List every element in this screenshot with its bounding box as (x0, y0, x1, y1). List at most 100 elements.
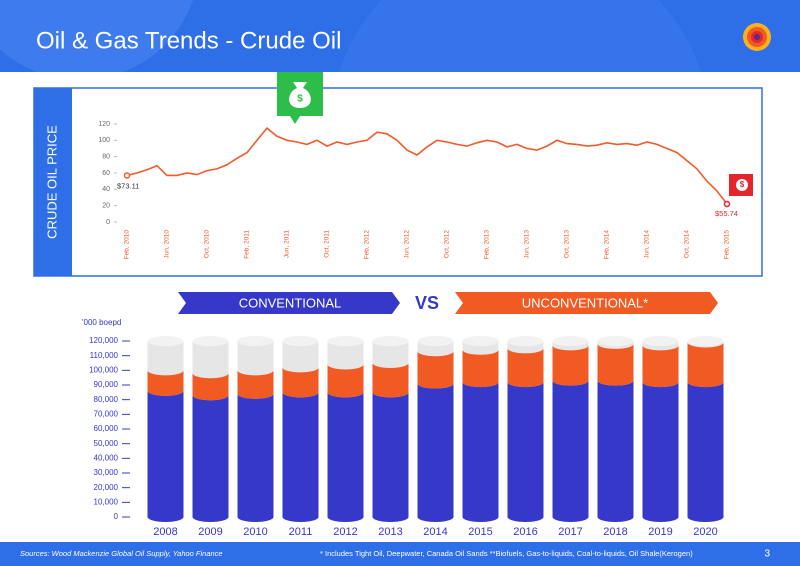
footnote: * Includes Tight Oil, Deepwater, Canada … (320, 549, 693, 558)
money-bag (289, 82, 311, 108)
x-tick-label: Jun, 2014 (644, 230, 651, 259)
y-tick-label: 90,000 (94, 380, 119, 389)
x-tick-label: Feb, 2015 (724, 230, 731, 260)
x-tick-label: 2011 (289, 526, 313, 538)
x-tick-label: 2013 (378, 526, 402, 538)
y-tick-label: 40,000 (94, 453, 119, 462)
x-tick-label: 2012 (333, 526, 357, 538)
logo-ring (754, 34, 760, 40)
footer-band (0, 542, 800, 566)
sources: Sources: Wood Mackenzie Global Oil Suppl… (20, 549, 223, 558)
y-tick-label: 70,000 (94, 409, 119, 418)
x-tick-label: 2020 (693, 526, 717, 538)
bar-segment (462, 349, 499, 388)
x-tick-label: 2017 (558, 526, 582, 538)
icon-symbol: $ (740, 180, 745, 189)
x-tick-label: 2010 (243, 526, 267, 538)
bar-segment (147, 370, 184, 396)
page-title: Oil & Gas Trends - Crude Oil (36, 27, 341, 54)
bar-segment (687, 342, 724, 388)
cylinder-cap (552, 336, 589, 346)
x-tick-label: Feb, 2011 (244, 230, 251, 259)
cylinder-cap (597, 336, 634, 346)
annotation: $55.74 (715, 209, 738, 218)
y-tick-label: 80 (102, 154, 110, 161)
y-tick-label: 0 (114, 512, 119, 521)
x-tick-label: 2018 (603, 526, 627, 538)
bar-segment (462, 382, 499, 522)
legend-banner (455, 292, 718, 314)
cylinder-cap (462, 336, 499, 346)
x-tick-label: 2015 (468, 526, 492, 538)
y-axis-title: '000 boepd (82, 318, 121, 327)
y-tick-label: 30,000 (94, 468, 119, 477)
cylinder-cap (147, 336, 184, 346)
y-tick-label: 100,000 (89, 365, 118, 374)
x-tick-label: 2016 (513, 526, 537, 538)
bar-segment (192, 395, 229, 522)
cylinder-cap (237, 336, 274, 346)
cylinder-cap (507, 336, 544, 346)
low-icon: $ (729, 174, 753, 196)
bar-segment (372, 392, 409, 522)
y-tick-label: 60,000 (94, 424, 119, 433)
bar-segment (237, 370, 274, 399)
y-label-band (34, 88, 72, 276)
bar-segment (147, 390, 184, 522)
y-tick-label: 20 (102, 203, 110, 210)
bar-segment (237, 393, 274, 522)
y-tick-label: 10,000 (94, 497, 119, 506)
cylinder-cap (417, 336, 454, 346)
bar-segment (597, 380, 634, 522)
x-tick-label: Jun, 2011 (284, 230, 291, 258)
legend-label: CONVENTIONAL (239, 295, 342, 310)
bar-segment (372, 363, 409, 398)
x-tick-label: Oct, 2012 (444, 230, 451, 259)
y-tick-label: 120 (98, 121, 110, 128)
bar-segment (507, 348, 544, 388)
legend-label: UNCONVENTIONAL* (522, 295, 648, 310)
x-tick-label: Feb, 2012 (364, 230, 371, 260)
bar-segment (552, 380, 589, 522)
peak-icon: $ (277, 72, 323, 124)
y-tick-label: 50,000 (94, 439, 119, 448)
logo (743, 23, 771, 51)
bar-segment (327, 364, 364, 398)
x-tick-label: Oct, 2013 (564, 230, 571, 259)
x-tick-label: Feb, 2010 (124, 230, 131, 260)
bar-segment (552, 345, 589, 386)
y-tick-label: 100 (98, 137, 110, 144)
y-tick-label: 120,000 (89, 336, 118, 345)
y-tick-label: 80,000 (94, 395, 119, 404)
cylinder-cap (192, 336, 229, 346)
page-number: 3 (764, 549, 770, 560)
icon-pointer (290, 116, 300, 124)
x-tick-label: Jun, 2013 (524, 230, 531, 259)
x-tick-label: Oct, 2014 (684, 230, 691, 259)
x-tick-label: 2008 (153, 526, 177, 538)
icon-coin (736, 179, 748, 191)
x-tick-label: 2009 (198, 526, 222, 538)
price-line (126, 126, 728, 205)
legend-banner (178, 292, 400, 314)
bar-segment (417, 351, 454, 389)
cylinder-cap (282, 336, 319, 346)
point (123, 172, 131, 179)
bar-segment (327, 392, 364, 522)
annotation: $73.11 (117, 181, 139, 190)
bar-segment (642, 382, 679, 522)
bar-segment (192, 373, 229, 401)
bar-segment (687, 382, 724, 522)
y-tick-label: 110,000 (90, 351, 119, 360)
y-tick-label: 40 (102, 186, 110, 193)
cylinder-cap (372, 336, 409, 346)
y-tick-label: 20,000 (94, 483, 119, 492)
y-tick-label: 60 (102, 170, 110, 177)
header-decoration (0, 0, 194, 80)
x-tick-label: Feb, 2014 (604, 230, 611, 260)
bar-segment (507, 382, 544, 522)
x-tick-label: Jun, 2012 (404, 230, 411, 259)
x-tick-label: 2019 (648, 526, 672, 538)
y-tick-label: 0 (106, 219, 110, 226)
